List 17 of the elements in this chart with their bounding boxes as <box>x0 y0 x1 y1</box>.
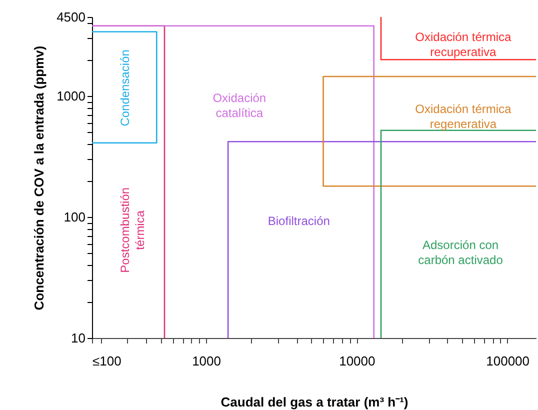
annotation: Oxidación catalítica <box>212 90 266 120</box>
x-tick-label: 1000 <box>192 354 221 368</box>
annotation: Condensación <box>118 50 132 126</box>
y-tick-label: 4500 <box>56 10 86 24</box>
x-axis-title: Caudal del gas a tratar (m³ h⁻¹) <box>220 394 408 410</box>
annotation: Oxidación térmica regenerativa <box>415 102 512 132</box>
y-tick-label: 1000 <box>56 88 86 104</box>
annotation: Biofiltración <box>268 214 330 228</box>
annotation: Oxidación térmica recuperativa <box>415 30 512 59</box>
x-tick-label: ≤100 <box>92 354 122 368</box>
annotation: Adsorción con carbón activado <box>418 238 504 267</box>
x-tick-label: 100000 <box>486 354 530 368</box>
y-axis-title: Concentración de COV a la entrada (ppmv) <box>32 46 47 310</box>
y-tick-label: 10 <box>71 330 86 346</box>
y-tick-label: 100 <box>64 210 86 225</box>
annotation: Postcombustión térmica <box>118 187 147 273</box>
x-tick-label: 10000 <box>339 354 376 368</box>
